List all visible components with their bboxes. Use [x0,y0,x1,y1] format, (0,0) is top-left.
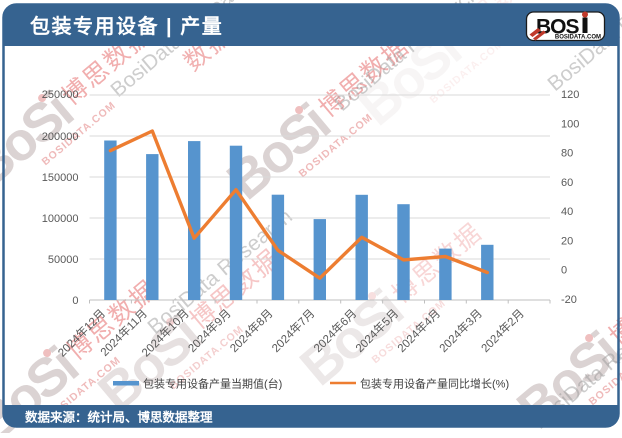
svg-text:60: 60 [561,177,573,189]
svg-text:-20: -20 [561,294,577,306]
svg-text:数据来源：统计局、博思数据整理: 数据来源：统计局、博思数据整理 [24,410,213,425]
svg-text:包装专用设备产量当期值(台): 包装专用设备产量当期值(台) [143,377,282,391]
svg-text:250000: 250000 [42,89,79,101]
svg-text:80: 80 [561,148,573,160]
svg-text:100000: 100000 [42,213,79,225]
svg-text:200000: 200000 [42,131,79,143]
svg-text:BOSIDATA.COM: BOSIDATA.COM [555,35,601,41]
svg-text:包装专用设备 | 产量: 包装专用设备 | 产量 [30,14,223,38]
svg-text:40: 40 [561,206,573,218]
svg-text:20: 20 [561,235,573,247]
svg-text:0: 0 [72,295,78,307]
svg-text:50000: 50000 [48,254,79,266]
svg-text:包装专用设备产量同比增长(%): 包装专用设备产量同比增长(%) [360,377,509,391]
svg-text:BOS: BOS [536,16,580,39]
svg-text:100: 100 [561,118,579,130]
svg-text:150000: 150000 [42,172,79,184]
svg-text:0: 0 [561,265,567,277]
svg-text:120: 120 [561,89,579,101]
